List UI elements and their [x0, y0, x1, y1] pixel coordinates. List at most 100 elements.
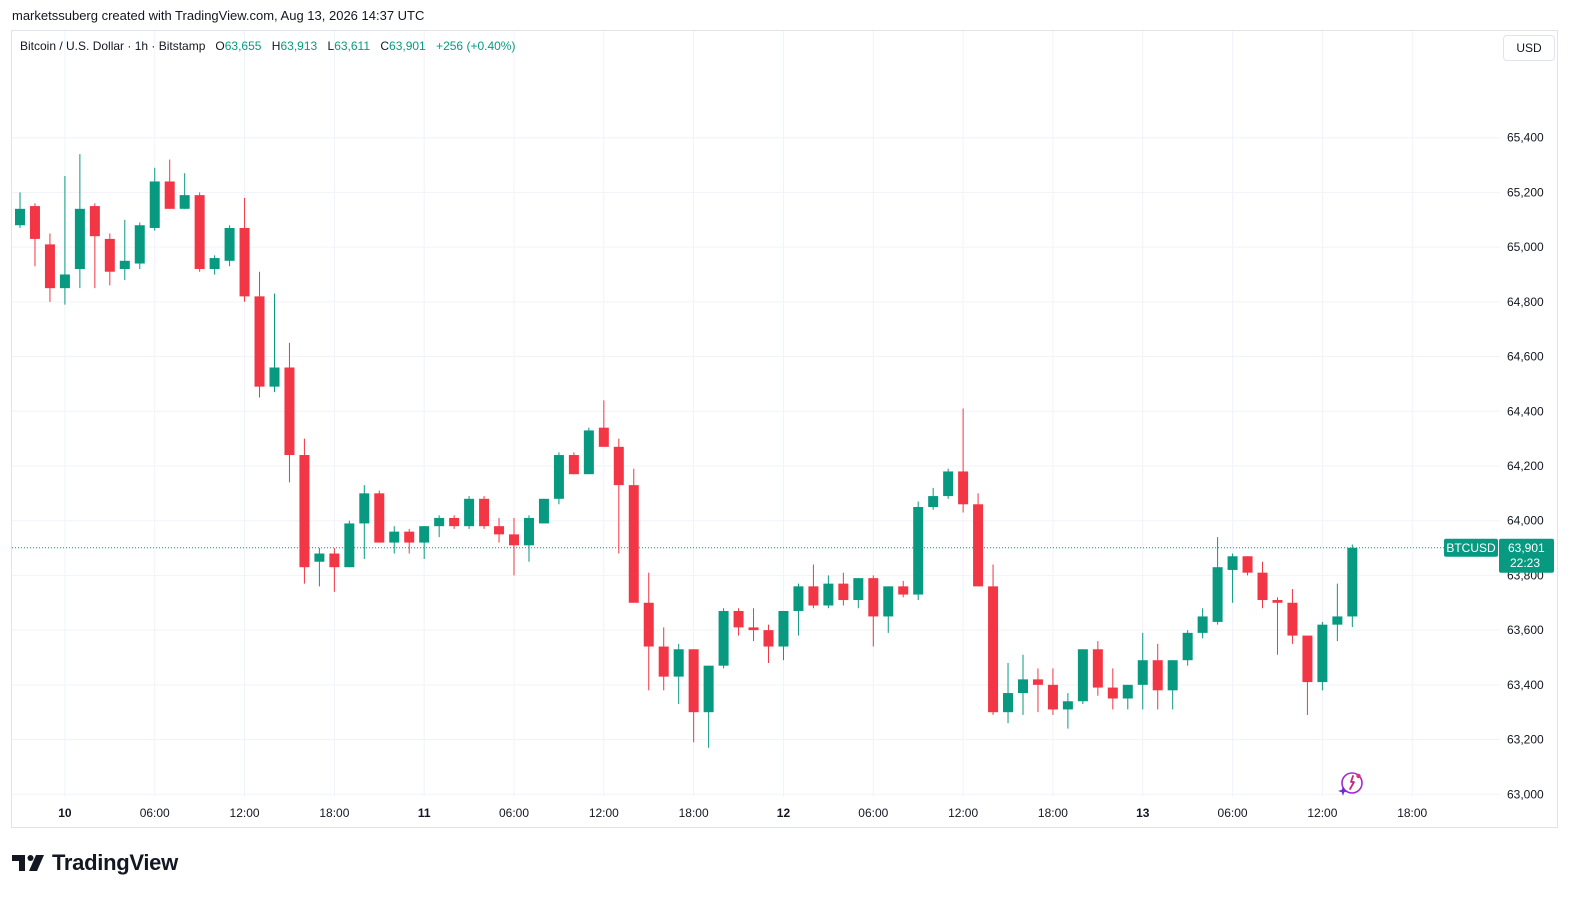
candle[interactable] [763, 624, 774, 663]
candle[interactable] [1017, 654, 1028, 715]
candle[interactable] [269, 293, 280, 393]
candle[interactable] [688, 649, 699, 743]
candle[interactable] [1212, 537, 1223, 625]
candle[interactable] [658, 627, 669, 691]
candle[interactable] [314, 548, 325, 587]
candle[interactable] [1137, 632, 1148, 710]
candle[interactable] [748, 608, 759, 642]
candle[interactable] [1257, 561, 1268, 609]
candle[interactable] [239, 197, 250, 302]
candle[interactable] [164, 159, 175, 209]
candle[interactable] [553, 452, 564, 505]
candle-body [1092, 649, 1103, 688]
candle[interactable] [299, 438, 310, 584]
candle[interactable] [613, 438, 624, 554]
candle[interactable] [808, 564, 819, 609]
candle[interactable] [1152, 643, 1163, 710]
candle[interactable] [29, 203, 40, 267]
sparkle-assistant-icon[interactable] [1336, 769, 1366, 799]
candle[interactable] [1077, 649, 1088, 704]
candle[interactable] [1182, 630, 1193, 666]
candle[interactable] [104, 233, 115, 286]
candle[interactable] [928, 487, 939, 510]
price-axis: 63,00063,20063,40063,60063,80064,00064,2… [1507, 131, 1544, 802]
candle[interactable] [868, 575, 879, 647]
candle[interactable] [1122, 684, 1133, 710]
candle[interactable] [44, 233, 55, 302]
candle[interactable] [1092, 641, 1103, 696]
candle[interactable] [853, 578, 864, 609]
candle[interactable] [913, 501, 924, 601]
candle[interactable] [793, 583, 804, 636]
candle[interactable] [958, 408, 969, 513]
candle[interactable] [1032, 668, 1043, 713]
candle[interactable] [194, 192, 205, 272]
candle[interactable] [149, 167, 160, 231]
candle[interactable] [718, 608, 729, 669]
candle[interactable] [1242, 556, 1253, 576]
candle[interactable] [15, 192, 25, 228]
time-tick-label: 12:00 [1307, 806, 1337, 820]
candle[interactable] [374, 490, 385, 543]
candle[interactable] [673, 643, 684, 704]
symbol-description[interactable]: Bitcoin / U.S. Dollar · 1h · Bitstamp [20, 39, 206, 53]
candle[interactable] [583, 427, 594, 475]
candle[interactable] [254, 271, 265, 398]
candle[interactable] [329, 548, 340, 592]
candle[interactable] [1272, 597, 1283, 655]
candle[interactable] [628, 468, 639, 603]
candle[interactable] [209, 255, 220, 275]
candle[interactable] [89, 203, 100, 289]
candle[interactable] [449, 515, 460, 529]
candle-body [613, 446, 624, 486]
candle[interactable] [943, 468, 954, 499]
candle[interactable] [179, 173, 190, 209]
candle[interactable] [359, 485, 370, 559]
candle[interactable] [404, 528, 415, 554]
candle[interactable] [1332, 583, 1343, 642]
candle[interactable] [988, 564, 999, 715]
candle[interactable] [643, 572, 654, 691]
candle[interactable] [224, 225, 235, 267]
candle[interactable] [434, 515, 445, 538]
candle[interactable] [778, 610, 789, 661]
candle[interactable] [479, 496, 490, 529]
candle[interactable] [389, 526, 400, 554]
open-value: 63,655 [224, 39, 262, 53]
candle[interactable] [1047, 668, 1058, 715]
candle[interactable] [74, 154, 85, 289]
candle[interactable] [509, 517, 520, 576]
candle[interactable] [523, 515, 534, 562]
candle[interactable] [1003, 662, 1014, 724]
candle[interactable] [1197, 608, 1208, 639]
candle[interactable] [973, 493, 984, 587]
candle[interactable] [419, 526, 430, 559]
candle[interactable] [838, 572, 849, 606]
candle[interactable] [823, 575, 834, 609]
candle[interactable] [733, 608, 744, 636]
candle[interactable] [1302, 635, 1313, 715]
candle[interactable] [568, 452, 579, 475]
candle-body [673, 649, 684, 677]
candle[interactable] [1107, 668, 1118, 710]
currency-button[interactable]: USD [1503, 35, 1555, 61]
candle[interactable] [1287, 589, 1298, 644]
candle[interactable] [883, 586, 894, 633]
candle[interactable] [538, 498, 549, 524]
candle[interactable] [598, 400, 609, 447]
candle[interactable] [1062, 693, 1073, 729]
candle[interactable] [898, 580, 909, 598]
candle[interactable] [703, 665, 714, 748]
candle[interactable] [1317, 621, 1328, 691]
candle[interactable] [344, 520, 355, 568]
candle[interactable] [134, 222, 145, 270]
candle[interactable] [1347, 544, 1358, 628]
candle[interactable] [494, 517, 505, 543]
candle[interactable] [1167, 660, 1178, 710]
candle[interactable] [464, 496, 475, 529]
candle[interactable] [1227, 553, 1238, 603]
candle[interactable] [119, 219, 130, 280]
candle[interactable] [59, 175, 70, 305]
candle[interactable] [284, 342, 295, 483]
